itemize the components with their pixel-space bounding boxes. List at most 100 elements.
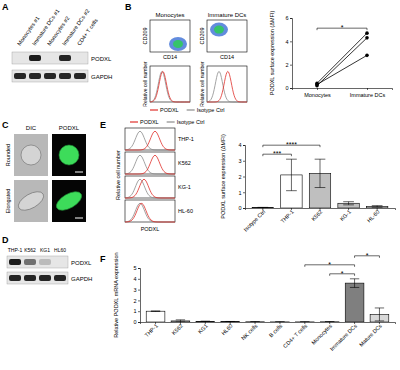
row-label: PODXL [71,260,92,266]
blot-band [9,275,21,281]
x-tick: THP-1 [144,322,159,338]
legend-entry: PODXL [160,107,179,113]
podxl-curve [125,155,175,174]
y-tick: 4 [238,142,245,148]
y-tick: 2 [133,298,140,304]
bar [246,321,265,322]
x-tick: K562 [171,322,184,336]
error-bar [315,159,326,187]
y-tick-label: 0 [285,85,288,91]
legend-swatch [187,109,195,110]
blot-band [59,73,71,79]
histogram-label: K562 [178,160,191,166]
blot-band [54,259,66,265]
y-tick-mark [290,18,292,19]
panel-letter: A [2,2,9,12]
blot-band [39,275,51,281]
plot-frame [125,152,175,174]
hist-axis-titles: Relative cell numberRelative cell number [142,61,205,107]
y-tick-label: 1 [133,308,136,314]
y-axis-title: Relative cell number [199,61,205,107]
x-tick: K562 [310,208,323,222]
y-axis-title: Relative PODXL mRNA expression [113,252,119,337]
x-tick-label: B cells [268,322,284,338]
y-tick: 0 [133,319,140,325]
flow-histogram: THP-1 [125,128,194,150]
cell [53,188,84,214]
y-axis-line [290,19,293,89]
row-label: GAPDH [71,276,92,282]
legend-entry: Isotype Ctrl [197,107,225,113]
podxl-curve [125,131,175,150]
x-tick: NK cells [240,322,259,341]
y-axis-title: CD209 [199,27,205,44]
bar [366,206,387,208]
histogram-label: KG-1 [178,184,191,190]
blot-membrane [7,272,68,284]
x-axis-title: CD14 [163,54,177,60]
panel-letter: B [125,2,132,12]
x-tick-label: THP-1 [144,323,159,338]
y-axis-title: PODXL surface expression (ΔMFI) [220,134,226,219]
significance-label: * [341,270,344,277]
row-label: Elongated [5,189,11,214]
y-tick-mark [243,161,245,162]
y-tick-label: 2 [238,174,241,180]
error-bar [300,321,309,322]
x-tick-label: Monocytes [304,92,331,98]
chart: 01234Isotype CtrlTHP-1K562KG-1HL-60PODXL… [220,134,396,232]
legend-swatch [167,121,175,122]
x-tick: Immature DCs [329,322,358,352]
x-tick: Monocytes [310,322,333,346]
blot-band [74,55,86,61]
y-tick-label: 6 [285,15,288,21]
hist-axis-titles: PODXLRelative cell number [115,150,159,232]
lane-label: K562 [24,247,36,253]
plot-area [252,159,388,208]
x-axis: Monocytes Immature DCs [293,88,393,98]
isotype-curve [125,203,175,222]
y-axis-title: Relative cell number [115,150,121,200]
error-bar [372,206,383,208]
x-tick: HL60 [220,322,234,336]
error-bar [343,202,354,205]
isotype-curve [125,179,175,198]
x-tick-mark [367,88,368,90]
podxl-curve [125,179,175,198]
x-tick-label: KG1 [197,323,209,335]
y-axis-line [138,269,141,323]
population-core [173,40,183,48]
y-tick: 2 [285,62,292,68]
plot-frame [207,20,247,52]
legend: PODXL Isotype Ctrl [150,107,224,113]
y-tick: 1 [133,308,140,314]
legend-swatch [150,109,158,110]
plot-frame [150,20,190,52]
y-axis-title: CD209 [142,27,148,44]
x-axis: THP-1K562KG1HL60NK cellsB cellsCD4+ T ce… [141,322,396,352]
y-tick-label: 4 [285,39,288,45]
micrograph [14,134,48,176]
x-tick: Immature DCs [350,88,386,98]
bar [221,321,240,322]
x-tick-label: HL-60 [366,209,381,224]
x-tick-mark [317,88,318,90]
x-tick: Isotype Ctrl [242,208,266,233]
population-outer [169,37,187,51]
error-bar [176,320,185,322]
y-tick-label: 4 [238,142,241,148]
blot-membrane [7,256,68,268]
x-tick-label: Mature DCs [358,322,383,347]
error-bar [325,321,334,322]
bar [271,321,290,322]
y-axis-line [243,146,246,209]
x-tick: THP-1 [279,208,294,224]
y-tick-mark [138,300,140,301]
y-tick-mark [290,88,292,89]
y-tick-mark [138,268,140,269]
significance-label: * [341,24,344,31]
lane-label: HL60 [54,247,66,253]
cell [21,145,41,165]
y-tick: 3 [133,287,140,293]
legend-entry: PODXL [140,119,159,125]
